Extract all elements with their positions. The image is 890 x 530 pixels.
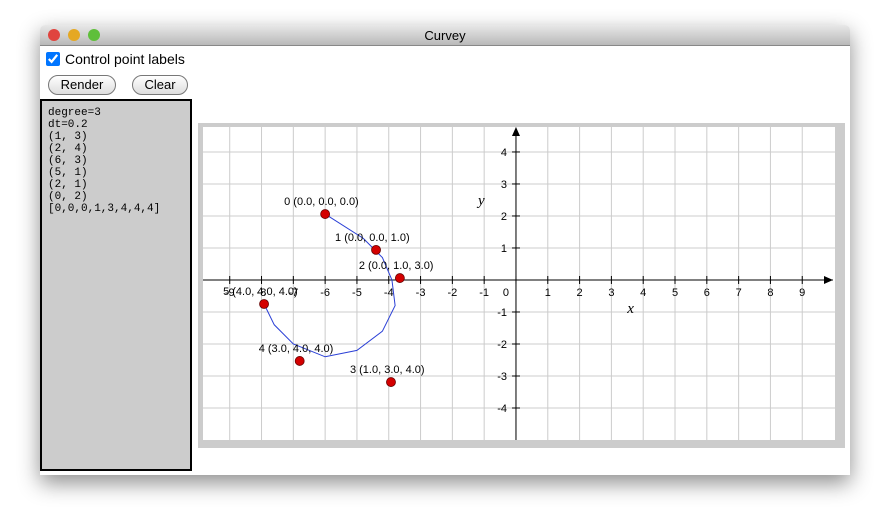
y-tick-label: 4: [501, 147, 507, 159]
editor-line: (0, 2): [48, 191, 88, 203]
point-label: 3 (1.0, 3.0, 4.0): [350, 364, 425, 376]
title-bar: Curvey: [40, 25, 850, 46]
checkbox-input[interactable]: [46, 52, 60, 66]
editor-line: (6, 3): [48, 155, 88, 167]
control-point: [320, 209, 331, 219]
editor-line: [0,0,0,1,3,4,4,4]: [48, 203, 161, 215]
render-button[interactable]: Render: [48, 75, 116, 95]
point-label: 4 (3.0, 4.0, 4.0): [259, 343, 334, 355]
x-tick-label: 7: [736, 287, 742, 299]
x-tick-label: -6: [320, 287, 330, 299]
control-point: [259, 299, 269, 309]
x-tick-label: -3: [416, 287, 426, 299]
y-tick-label: -4: [497, 403, 507, 415]
point-label: 1 (0.0, 0.0, 1.0): [335, 232, 410, 244]
x-tick-label: -8: [257, 287, 267, 299]
x-tick-label: 4: [640, 287, 646, 299]
control-point: [386, 377, 396, 387]
x-tick-label: -7: [288, 287, 298, 299]
x-tick-label: 8: [767, 287, 773, 299]
y-tick-label: 1: [501, 243, 507, 255]
chart: -9 -8 -7 -6 -5 -4 -3 -2 -1 0 1 2 3 4 5 6 7 8 9 -4 -3 -2 -1 1 2 3 4…: [203, 127, 835, 440]
window-title: Curvey: [424, 28, 466, 43]
editor-line: degree=3: [48, 107, 101, 119]
point-label: 5 (4.0, 4.0, 4.0): [223, 286, 298, 298]
text-editor[interactable]: degree=3 dt=0.2 (1, 3) (2, 4) (6, 3) (5, 1) (2…: [40, 99, 192, 471]
y-tick-label: 2: [501, 211, 507, 223]
clear-button[interactable]: Clear: [132, 75, 188, 95]
x-tick-label: -1: [479, 287, 489, 299]
checkbox[interactable]: Control point labels: [46, 51, 185, 67]
point-label: 0 (0.0, 0.0, 0.0): [284, 196, 359, 208]
editor-line: (5, 1): [48, 167, 88, 179]
x-tick-label: 1: [545, 287, 551, 299]
plot-area: [203, 127, 835, 440]
x-tick-label: 2: [577, 287, 583, 299]
close-button[interactable]: [48, 29, 60, 41]
x-tick-label: 3: [608, 287, 614, 299]
x-tick-label: -9: [225, 287, 235, 299]
x-tick-label: 0: [503, 287, 509, 299]
x-tick-label: -5: [352, 287, 362, 299]
minimize-button[interactable]: [68, 29, 80, 41]
zoom-button[interactable]: [88, 29, 100, 41]
point-label: 2 (0.0, 1.0, 3.0): [359, 260, 434, 272]
x-axis-arrow: [824, 275, 833, 284]
x-tick-label: -4: [384, 287, 394, 299]
x-tick-label: 5: [672, 287, 678, 299]
control-point: [294, 356, 305, 366]
y-tick-label: 3: [501, 179, 507, 191]
x-tick-label: 6: [704, 287, 710, 299]
x-axis-label: x: [626, 301, 634, 317]
editor-line: dt=0.2: [48, 119, 88, 131]
editor-line: (2, 4): [48, 143, 88, 155]
control-point: [394, 273, 405, 283]
x-tick-label: 9: [799, 287, 805, 299]
editor-line: (1, 3): [48, 131, 88, 143]
y-axis-arrow: [511, 127, 520, 136]
control-point: [371, 244, 381, 255]
y-tick-label: -2: [497, 339, 507, 351]
y-tick-label: -3: [497, 371, 507, 383]
checkbox-label: Control point labels: [65, 51, 185, 67]
window: Curvey Control point labels Render Clear…: [40, 25, 850, 475]
x-tick-label: -2: [447, 287, 457, 299]
editor-line: (2, 1): [48, 179, 88, 191]
y-tick-label: -1: [497, 307, 507, 319]
y-axis-label: y: [476, 193, 485, 209]
